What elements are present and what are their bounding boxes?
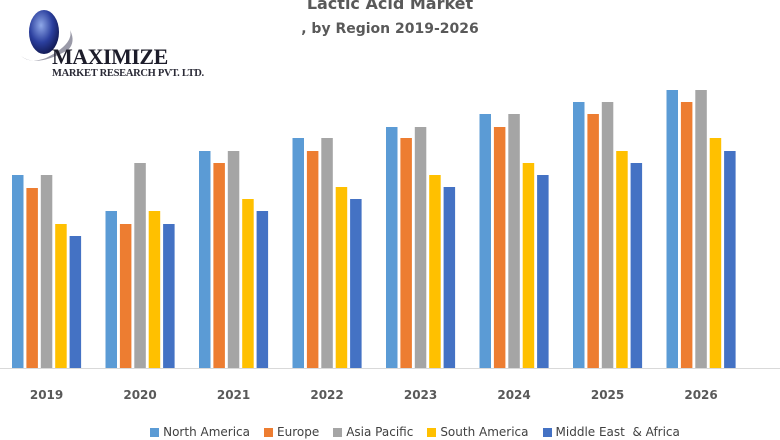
legend-item: North America (150, 424, 250, 440)
bar-north-america-2022 (292, 138, 304, 368)
legend-item: Europe (264, 424, 319, 440)
bar-asia-pacific-2025 (601, 102, 614, 368)
chart-title: Lactic Acid Market (306, 0, 474, 13)
bar-europe-2023 (400, 138, 412, 368)
bar-europe-2021 (213, 163, 225, 368)
x-tick-label: 2025 (591, 388, 624, 402)
x-tick-label: 2024 (497, 388, 530, 402)
bar-europe-2020 (119, 224, 132, 368)
bar-asia-pacific-2024 (508, 114, 520, 368)
legend-item: Middle East & Africa (542, 424, 680, 440)
bar-south-america-2025 (616, 151, 628, 368)
legend-label: South America (440, 425, 529, 439)
bar-north-america-2021 (199, 151, 211, 368)
legend-item: Asia Pacific (333, 424, 413, 440)
bar-north-america-2020 (105, 211, 117, 368)
bar-europe-2024 (493, 127, 506, 368)
bar-asia-pacific-2026 (695, 90, 707, 368)
x-tick-label: 2020 (123, 388, 156, 402)
bar-europe-2025 (587, 114, 599, 368)
bar-south-america-2019 (55, 224, 67, 368)
bar-north-america-2024 (479, 114, 491, 368)
bar-middle-east-africa-2022 (350, 199, 362, 368)
logo-name: MAXIMIZE (52, 44, 168, 69)
x-tick-label: 2021 (217, 388, 250, 402)
bar-asia-pacific-2019 (40, 175, 53, 368)
bar-north-america-2019 (12, 175, 24, 368)
bar-south-america-2020 (148, 211, 161, 368)
bar-asia-pacific-2022 (321, 138, 333, 368)
legend-label: Middle East & Africa (555, 425, 680, 439)
chart-legend: North America Europe Asia Pacific South Ame… (0, 424, 780, 440)
bar-chart: 2019 2020 2021 2022 2023 2024 2025 2026 (0, 90, 780, 402)
legend-swatch (333, 427, 343, 437)
bar-middle-east-africa-2025 (630, 163, 643, 368)
x-tick-label: 2023 (404, 388, 437, 402)
globe-icon (21, 10, 73, 61)
bar-asia-pacific-2023 (414, 127, 427, 368)
bar-north-america-2026 (666, 90, 678, 368)
bar-south-america-2024 (522, 163, 535, 368)
company-logo: MAXIMIZE MARKET RESEARCH PVT. LTD. (16, 6, 204, 82)
legend-swatch (150, 427, 160, 437)
bar-middle-east-africa-2020 (163, 224, 175, 368)
x-tick-label: 2022 (310, 388, 343, 402)
bar-asia-pacific-2020 (134, 163, 146, 368)
bar-middle-east-africa-2026 (724, 151, 736, 368)
bar-south-america-2021 (242, 199, 254, 368)
bar-south-america-2026 (709, 138, 722, 368)
legend-item: South America (427, 424, 529, 440)
legend-swatch (542, 427, 552, 437)
bar-north-america-2023 (386, 127, 398, 368)
bar-europe-2019 (26, 188, 38, 368)
legend-label: Asia Pacific (346, 425, 414, 439)
bar-europe-2022 (306, 151, 319, 368)
legend-swatch (264, 427, 273, 437)
x-tick-label: 2026 (684, 388, 717, 402)
bar-middle-east-africa-2023 (443, 187, 456, 368)
legend-label: Europe (277, 425, 320, 439)
bar-europe-2026 (680, 102, 693, 368)
logo-subtitle: MARKET RESEARCH PVT. LTD. (52, 68, 204, 79)
bar-middle-east-africa-2024 (537, 175, 549, 368)
legend-swatch (427, 427, 437, 437)
x-tick-label: 2019 (30, 388, 63, 402)
bar-north-america-2025 (573, 102, 585, 368)
bar-middle-east-africa-2019 (69, 236, 82, 368)
bar-south-america-2022 (335, 187, 348, 368)
bar-middle-east-africa-2021 (256, 211, 269, 368)
bar-south-america-2023 (429, 175, 441, 368)
legend-label: North America (163, 425, 250, 439)
bar-asia-pacific-2021 (227, 151, 240, 368)
chart-subtitle: , by Region 2019-2026 (301, 21, 479, 37)
